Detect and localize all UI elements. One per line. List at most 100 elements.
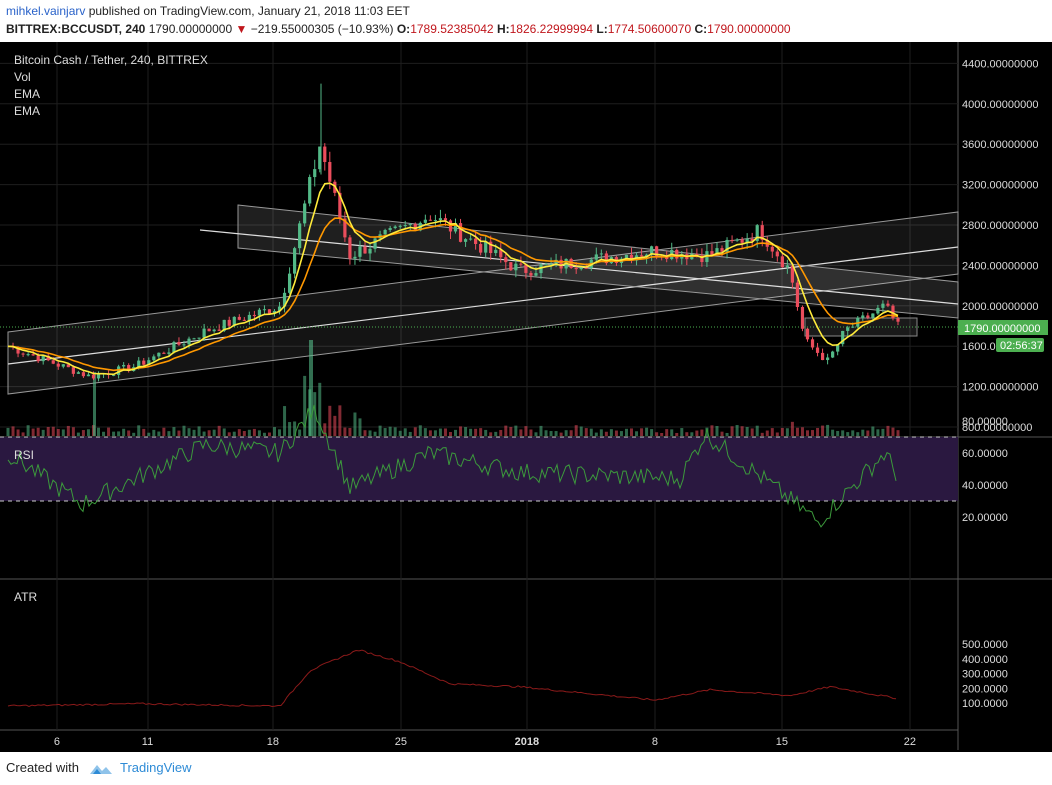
volume-bar [252, 428, 256, 436]
volume-bar [841, 430, 845, 436]
volume-bar [574, 425, 578, 436]
volume-bar [93, 372, 96, 436]
price-badge [958, 320, 1048, 335]
volume-bar [348, 427, 352, 436]
volume-bar [871, 426, 875, 436]
candle-body [489, 241, 493, 254]
volume-bar [21, 432, 25, 436]
candle-body [639, 255, 644, 257]
price-tick-label: 3600.00000000 [962, 139, 1038, 151]
price-tick-label: 2400.00000000 [962, 260, 1038, 272]
candle-body [197, 337, 201, 339]
rsi-legend: RSI [14, 448, 34, 462]
volume-bar [328, 405, 332, 436]
volume-bar [192, 429, 196, 436]
volume-bar [323, 423, 327, 436]
volume-bar [338, 405, 342, 436]
candle-body [287, 273, 292, 293]
volume-bar [117, 431, 121, 436]
price-tick-label: 800.00000000 [962, 422, 1032, 434]
volume-bar [278, 429, 282, 436]
volume-bar [147, 432, 151, 436]
time-tick-label: 6 [54, 736, 60, 748]
candle-body [46, 355, 50, 361]
volume-bar [378, 425, 382, 436]
volume-bar [454, 429, 458, 436]
volume-bar [172, 427, 176, 436]
candle-body [177, 342, 181, 345]
volume-bar [448, 432, 452, 436]
publish-line: mihkel.vainjarv published on TradingView… [6, 4, 410, 18]
volume-bar [132, 432, 136, 436]
candle-body [56, 363, 60, 367]
candle-body [785, 265, 789, 268]
price-badge-text: 1790.00000000 [964, 323, 1040, 335]
candle-body [720, 248, 724, 252]
open-value: 1789.52385042 [410, 22, 494, 36]
high-value: 1826.22999994 [509, 22, 594, 36]
volume-bar [630, 428, 634, 436]
tradingview-logo-icon [89, 764, 112, 774]
candle-body [172, 342, 176, 353]
candle-body [91, 374, 96, 379]
price-scale[interactable] [958, 42, 1052, 750]
candle-body [695, 253, 699, 256]
candle-body [594, 254, 598, 260]
candle-body [584, 267, 588, 269]
author-link[interactable]: mihkel.vainjarv [6, 4, 86, 18]
rsi-pane [0, 404, 958, 528]
volume-bar [740, 426, 744, 436]
volume-bar [624, 428, 628, 436]
volume-bar [876, 429, 880, 436]
volume-bar [227, 432, 231, 436]
volume-bar [474, 428, 478, 436]
candle-body [298, 223, 302, 249]
chart-canvas[interactable]: 4400.00000000 4000.00000000 3600.00000000 3… [0, 42, 1052, 752]
candle-body [519, 263, 523, 265]
candle-body [21, 353, 25, 355]
volume-bar [685, 432, 689, 436]
volume-bar [288, 422, 292, 436]
volume-bar [785, 428, 789, 436]
volume-bar [368, 430, 372, 436]
volume-bar [559, 432, 563, 436]
volume-bar [413, 427, 417, 436]
volume-bar [197, 426, 201, 436]
tradingview-link[interactable]: TradingView [120, 760, 192, 775]
volume-bar [660, 432, 664, 436]
volume-bar [217, 425, 221, 436]
volume-bar [257, 430, 261, 436]
rsi-line [7, 404, 897, 528]
candle-body [192, 338, 196, 340]
volume-bar [564, 430, 568, 436]
candle-body [438, 218, 443, 221]
candle-body [479, 243, 483, 253]
volume-bar [700, 429, 704, 436]
volume-bar [283, 406, 287, 436]
low-value: 1774.50600070 [607, 22, 692, 36]
candle-body [66, 364, 70, 368]
candle-body [740, 239, 744, 243]
candle-body [383, 229, 387, 235]
candle-body [152, 356, 156, 361]
candle-body [433, 220, 438, 222]
candle-body [328, 161, 332, 182]
volume-bar [76, 432, 80, 436]
candle-body [358, 246, 362, 257]
volume-bar [383, 428, 387, 436]
candle-body [76, 372, 80, 374]
candle-body [142, 360, 146, 365]
volume-bar [207, 430, 211, 436]
volume-bar [780, 427, 784, 436]
volume-bar [589, 428, 593, 436]
candle-body [368, 248, 372, 254]
atr-pane [7, 649, 897, 708]
candle-body [413, 223, 417, 231]
volume-bar [755, 425, 759, 436]
volume-bar [293, 421, 297, 436]
volume-bar [604, 431, 608, 436]
candle-body [313, 169, 317, 178]
candle-body [655, 246, 659, 257]
candle-body [569, 258, 573, 268]
volume-bar [267, 432, 271, 436]
